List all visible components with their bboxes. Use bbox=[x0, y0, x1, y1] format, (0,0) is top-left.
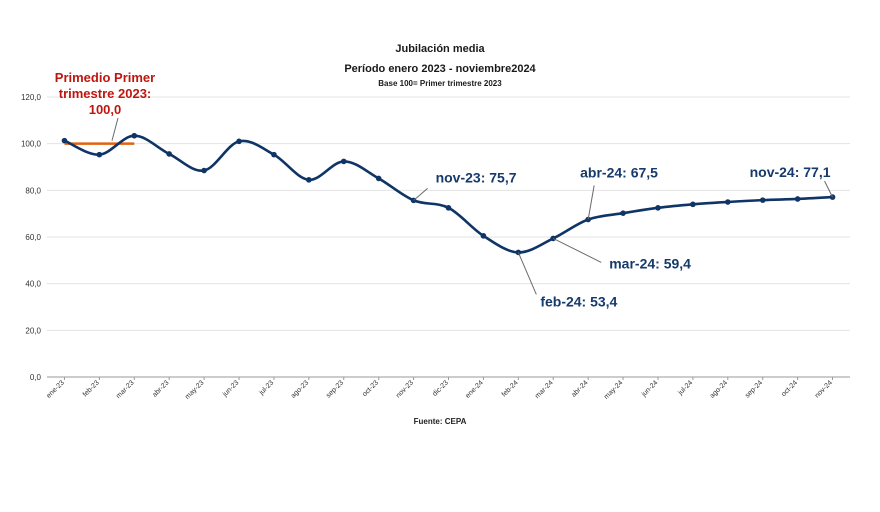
x-tick-label: ene-23 bbox=[46, 379, 66, 399]
y-tick-label: 100,0 bbox=[21, 140, 42, 149]
x-tick-label: jul-23 bbox=[258, 379, 276, 397]
x-tick-label: mar-24 bbox=[534, 379, 555, 400]
data-point bbox=[445, 205, 452, 211]
x-tick-label: mar-23 bbox=[115, 379, 136, 400]
x-tick-label: nov-24 bbox=[814, 379, 834, 399]
x-tick-label: jun-24 bbox=[640, 379, 659, 398]
x-tick-label: ago-23 bbox=[290, 379, 310, 399]
x-tick-label: sep-23 bbox=[325, 379, 345, 399]
data-point bbox=[271, 151, 277, 158]
reference-label-line-1: Primedio Primer bbox=[55, 70, 155, 85]
data-point bbox=[725, 199, 731, 205]
data-point bbox=[131, 132, 138, 139]
x-tick-label: nov-23 bbox=[395, 379, 415, 399]
x-axis: ene-23 feb-23 mar-23 abr-23 may-23 jun-23 jul-… bbox=[46, 377, 834, 401]
y-tick-label: 80,0 bbox=[25, 186, 41, 195]
x-tick-label: sep-24 bbox=[744, 379, 764, 399]
annotation-leader bbox=[517, 252, 537, 295]
chart-subtitle: Período enero 2023 - noviembre2024 bbox=[344, 63, 536, 75]
y-gridlines bbox=[47, 96, 850, 378]
x-tick-label: dic-23 bbox=[431, 379, 450, 398]
data-point bbox=[620, 210, 626, 216]
data-point bbox=[375, 175, 382, 182]
annotation-leader bbox=[587, 185, 595, 220]
data-point bbox=[794, 196, 801, 202]
reference-label-line-2: trimestre 2023: bbox=[59, 86, 152, 101]
data-point bbox=[61, 137, 68, 144]
data-point bbox=[759, 197, 766, 203]
data-point bbox=[340, 158, 347, 165]
x-tick-label: ene-24 bbox=[464, 379, 484, 399]
chart-note: Base 100= Primer trimestre 2023 bbox=[378, 79, 502, 88]
data-point bbox=[480, 233, 487, 239]
annotation-leader bbox=[824, 180, 833, 198]
chart-source: Fuente: CEPA bbox=[414, 417, 467, 426]
data-point bbox=[690, 201, 696, 208]
reference-label-value: 100,0 bbox=[89, 102, 122, 117]
series-line bbox=[63, 134, 833, 254]
annotation-leader bbox=[553, 237, 602, 263]
data-point bbox=[655, 205, 661, 211]
x-tick-label: abr-24 bbox=[570, 379, 589, 398]
y-tick-label: 60,0 bbox=[25, 233, 41, 242]
x-tick-label: jun-23 bbox=[221, 379, 240, 398]
annotation-label: nov-24: 77,1 bbox=[750, 164, 831, 180]
data-point bbox=[236, 138, 242, 145]
x-tick-label: may-24 bbox=[603, 379, 625, 401]
y-tick-label: 40,0 bbox=[25, 280, 41, 289]
x-tick-label: feb-24 bbox=[501, 379, 520, 398]
annotation-leaders bbox=[111, 117, 833, 295]
x-tick-label: feb-23 bbox=[82, 379, 101, 398]
x-tick-label: ago-24 bbox=[709, 379, 729, 399]
y-tick-label: 0,0 bbox=[30, 373, 42, 382]
reference-leader bbox=[111, 117, 119, 141]
x-tick-label: may-23 bbox=[184, 379, 206, 401]
data-point bbox=[201, 167, 207, 174]
x-tick-label: oct-23 bbox=[361, 379, 380, 398]
chart-title: Jubilación media bbox=[395, 43, 485, 55]
y-tick-label: 120,0 bbox=[21, 93, 42, 102]
y-tick-label: 20,0 bbox=[25, 326, 41, 335]
annotation-leader bbox=[413, 187, 428, 201]
annotation-label: mar-24: 59,4 bbox=[609, 255, 691, 271]
annotation-label: feb-24: 53,4 bbox=[540, 293, 617, 309]
y-axis: 0,0 20,0 40,0 60,0 80,0 100,0 120,0 bbox=[21, 93, 42, 382]
annotation-label: abr-24: 67,5 bbox=[580, 165, 658, 181]
annotation-label: nov-23: 75,7 bbox=[436, 169, 517, 185]
x-tick-label: oct-24 bbox=[780, 379, 799, 398]
data-point bbox=[166, 151, 172, 157]
x-tick-label: jul-24 bbox=[677, 379, 695, 397]
data-point bbox=[96, 151, 103, 158]
x-tick-label: abr-23 bbox=[151, 379, 170, 398]
data-point bbox=[306, 177, 312, 183]
annotations: nov-23: 75,7 feb-24: 53,4 mar-24: 59,4 abr-… bbox=[436, 164, 831, 309]
